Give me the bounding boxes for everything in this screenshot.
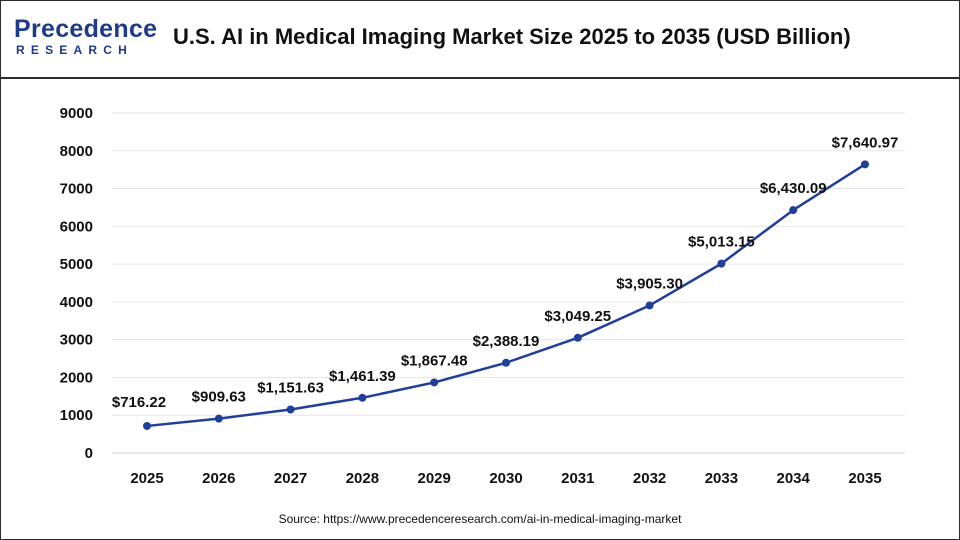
series-line	[146, 163, 866, 428]
x-tick-label: 2035	[848, 470, 881, 487]
data-label: $1,867.48	[401, 352, 468, 369]
x-tick-label: 2030	[489, 470, 522, 487]
y-tick-label: 5000	[60, 256, 93, 273]
source-note: Source: https://www.precedenceresearch.c…	[278, 512, 682, 526]
x-tick-label: 2032	[633, 470, 666, 487]
x-tick-label: 2026	[202, 470, 235, 487]
data-point	[502, 358, 510, 367]
data-label: $716.22	[112, 394, 166, 411]
x-tick-label: 2028	[346, 470, 379, 487]
data-label: $2,388.19	[473, 333, 540, 350]
y-tick-label: 7000	[60, 181, 93, 198]
y-tick-label: 2000	[60, 369, 93, 386]
y-tick-label: 6000	[60, 218, 93, 235]
data-point	[286, 405, 295, 414]
x-tick-label: 2029	[418, 470, 451, 487]
y-tick-label: 4000	[60, 294, 93, 311]
data-point	[717, 259, 726, 268]
data-label: $1,151.63	[257, 379, 324, 396]
x-tick-label: 2033	[705, 470, 738, 487]
y-tick-label: 3000	[60, 332, 93, 349]
axis-layer: 0 1000 2000 3000 4000 5000 6000 7000 8000 9000 202…	[60, 105, 905, 487]
data-label: $7,640.97	[832, 134, 899, 151]
line-chart: 0 1000 2000 3000 4000 5000 6000 7000 8000 9000 202…	[60, 105, 905, 487]
y-tick-label: 9000	[60, 105, 93, 122]
grid-layer	[112, 112, 905, 416]
chart-title: U.S. AI in Medical Imaging Market Size 2…	[173, 24, 851, 49]
series-layer	[143, 160, 869, 430]
data-label: $3,049.25	[544, 308, 611, 325]
x-tick-label: 2031	[561, 470, 594, 487]
x-tick-label: 2034	[777, 470, 811, 487]
chart-header: Precedence RESEARCH U.S. AI in Medical I…	[0, 0, 960, 79]
data-point	[789, 206, 798, 215]
precedence-research-logo: Precedence RESEARCH	[14, 16, 159, 64]
logo-wordmark: Precedence	[14, 15, 158, 43]
data-point	[143, 421, 151, 430]
data-label: $3,905.30	[616, 275, 683, 292]
data-point	[573, 333, 582, 342]
y-tick-label: 0	[85, 445, 93, 462]
data-label: $1,461.39	[329, 368, 396, 385]
y-tick-label: 1000	[60, 407, 93, 424]
data-point	[358, 393, 367, 402]
logo-subtext: RESEARCH	[16, 43, 133, 57]
data-label: $6,430.09	[760, 180, 827, 197]
y-tick-label: 8000	[60, 143, 93, 160]
label-layer: $716.22 $909.63 $1,151.63 $1,461.39 $1,867.4…	[112, 134, 898, 411]
data-point	[214, 414, 223, 423]
x-tick-label: 2027	[274, 470, 307, 487]
data-point	[645, 301, 654, 310]
data-point	[861, 160, 869, 169]
data-label: $5,013.15	[688, 234, 755, 251]
data-label: $909.63	[192, 389, 246, 406]
data-point	[430, 378, 439, 387]
x-tick-label: 2025	[130, 470, 163, 487]
